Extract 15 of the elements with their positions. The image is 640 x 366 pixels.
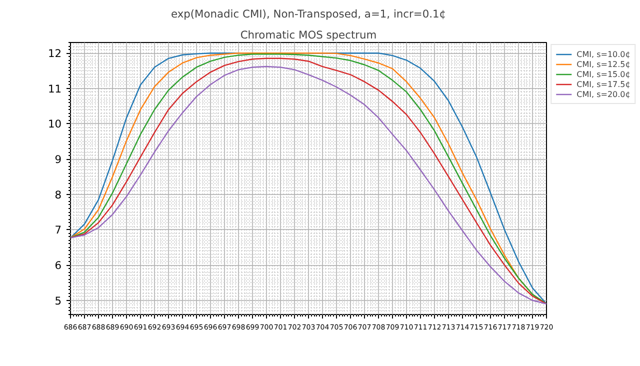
y-tick-label: 12: [48, 47, 62, 60]
y-tick-label: 5: [54, 294, 62, 308]
legend-label: CMI, s=20.0¢: [576, 89, 630, 99]
chart-subtitle: Chromatic MOS spectrum: [240, 28, 377, 42]
legend-label: CMI, s=10.0¢: [576, 49, 630, 59]
chart-title: exp(Monadic CMI), Non-Transposed, a=1, incr=0.1¢: [170, 8, 446, 20]
y-tick-label: 7: [54, 224, 62, 237]
legend-label: CMI, s=17.5¢: [576, 79, 630, 89]
y-tick-label: 6: [54, 259, 62, 272]
y-tick-label: 8: [54, 188, 62, 202]
y-tick-label: 11: [48, 82, 62, 96]
legend-label: CMI, s=12.5¢: [576, 59, 630, 69]
legend-label: CMI, s=15.0¢: [576, 69, 630, 79]
y-tick-label: 10: [48, 118, 62, 131]
y-tick-label: 9: [54, 153, 62, 166]
